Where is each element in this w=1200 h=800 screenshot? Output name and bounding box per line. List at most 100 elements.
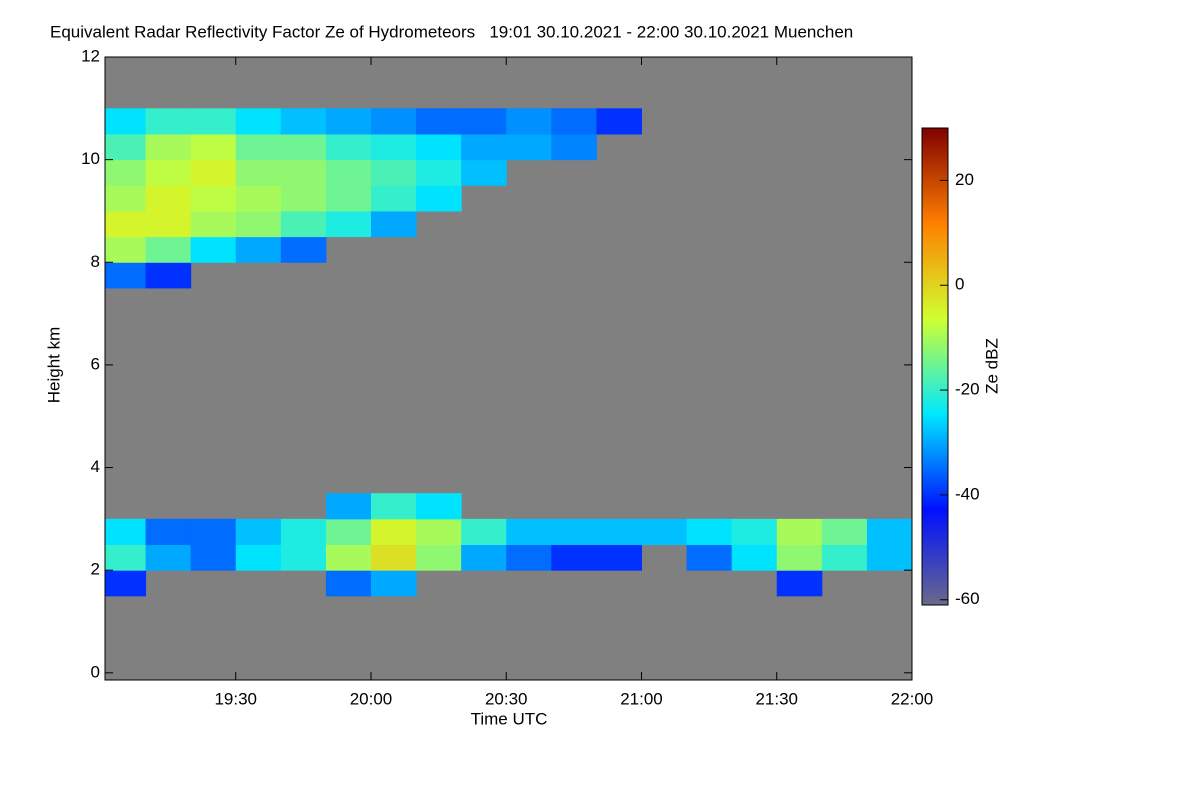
heat-cell [731,544,778,571]
heat-cell [370,133,417,161]
heat-cell [370,108,417,135]
colorbar-tick-label: 0 [955,275,964,294]
heat-cell [145,262,192,289]
y-tick-label: 0 [91,662,100,681]
heat-cell [596,544,643,571]
heat-cell [105,262,147,289]
heat-cell [370,159,417,186]
heat-cell [190,108,237,135]
heat-cell [416,493,462,520]
x-tick-label: 22:00 [891,689,934,708]
heat-cell [461,518,507,546]
heat-cell [866,518,912,546]
heat-cell [190,518,237,546]
plot-area [105,57,912,680]
heat-cell [506,518,552,546]
heat-cell [235,544,282,571]
colorbar [921,127,949,606]
heat-cell [821,518,868,546]
heat-cell [145,159,192,186]
heat-cell [105,185,147,212]
heat-cell [370,544,417,571]
heat-cell [190,236,237,263]
heat-cell [506,133,552,161]
y-tick-label: 10 [81,149,100,168]
y-tick-label: 12 [81,46,100,65]
heat-cell [280,210,327,238]
heat-cell [235,159,282,186]
heat-cell [731,518,778,546]
heat-cell [325,185,372,212]
heat-cell [145,185,192,212]
heat-cell [325,518,372,546]
heat-cell [190,544,237,571]
heat-cell [416,159,462,186]
heat-cell [370,493,417,520]
heat-cell [105,159,147,186]
y-tick-label: 2 [91,560,100,579]
heat-cell [370,185,417,212]
heat-cell [145,518,192,546]
colorbar-tick-label: -20 [955,380,980,399]
heat-cell [325,108,372,135]
colorbar-label: Ze dBZ [982,338,1001,394]
heat-cell [235,133,282,161]
heat-cell [145,236,192,263]
x-tick-label: 20:00 [350,689,393,708]
heat-cell [461,133,507,161]
heat-cell [325,544,372,571]
heat-cell [551,133,597,161]
heat-cell [190,210,237,238]
heat-cell [551,544,597,571]
heat-cell [190,185,237,212]
heat-cell [551,108,597,135]
heat-cell [235,518,282,546]
x-axis-label: Time UTC [471,709,548,728]
heat-cell [280,518,327,546]
heat-cell [370,210,417,238]
heat-cell [280,236,327,263]
heat-cell [280,133,327,161]
y-tick-label: 4 [91,457,100,476]
heat-cell [506,108,552,135]
heat-cell [776,518,823,546]
heat-cell [776,570,823,597]
colorbar-tick-label: -60 [955,589,980,608]
colorbar-tick-label: 20 [955,170,974,189]
heat-cell [235,108,282,135]
heat-cell [105,108,147,135]
heat-cell [416,108,462,135]
heat-cell [280,544,327,571]
heat-cell [596,518,643,546]
heat-cell [416,518,462,546]
heat-cell [686,518,733,546]
heat-cell [686,544,733,571]
heat-cell [235,185,282,212]
heat-cell [280,108,327,135]
heat-cell [416,544,462,571]
x-tick-label: 21:30 [755,689,798,708]
heat-cell [461,544,507,571]
heat-cell [235,236,282,263]
colorbar-tick-label: -40 [955,484,980,503]
heat-cell [105,210,147,238]
heat-cell [145,108,192,135]
x-tick-label: 21:00 [620,689,663,708]
heat-cell [105,570,147,597]
heat-cell [641,518,688,546]
x-tick-label: 19:30 [214,689,257,708]
heat-cell [506,544,552,571]
plot-frame [104,56,913,681]
heat-cell [235,210,282,238]
heat-cell [105,236,147,263]
heat-cell [551,518,597,546]
heat-cell [776,544,823,571]
heat-cell [145,133,192,161]
heat-cell [325,210,372,238]
heat-cell [461,108,507,135]
heat-cell [190,159,237,186]
heat-cell [280,185,327,212]
y-tick-label: 8 [91,252,100,271]
heat-cell [596,108,643,135]
